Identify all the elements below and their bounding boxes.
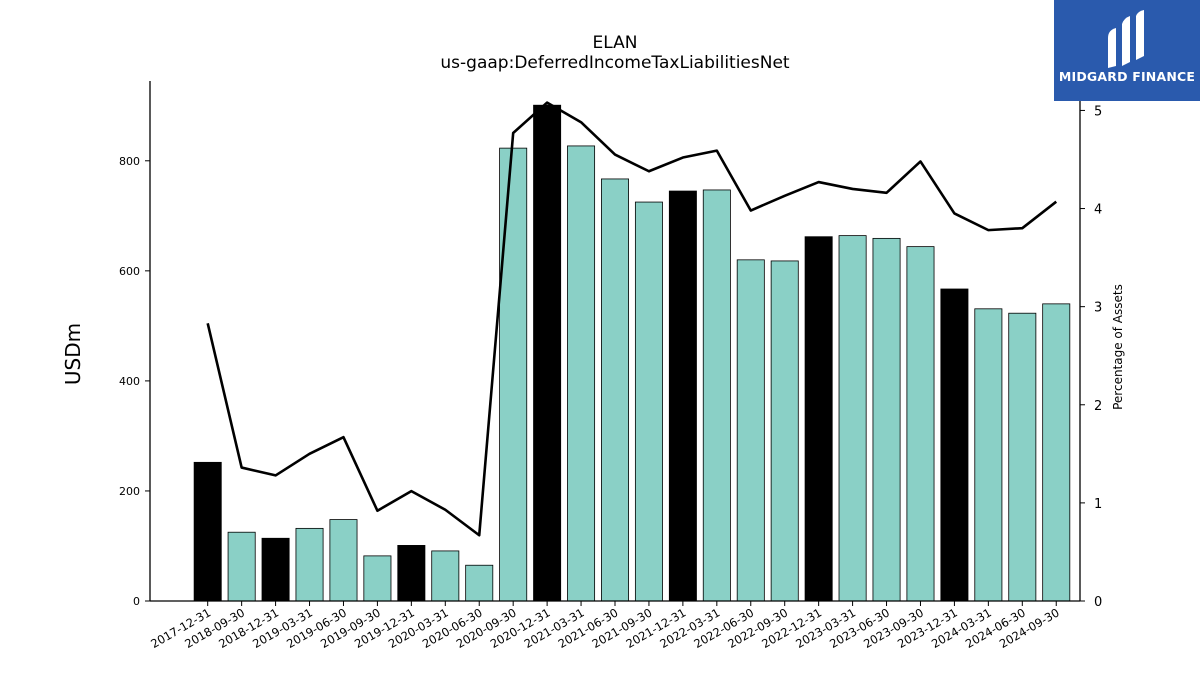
logo-text: MIDGARD FINANCE	[1058, 69, 1196, 84]
y2-tick-label: 0	[1094, 595, 1102, 610]
bar	[702, 189, 731, 602]
bar	[872, 237, 901, 602]
y2-tick-label: 5	[1094, 104, 1102, 119]
bar	[838, 235, 867, 602]
y2-tick-label: 4	[1094, 203, 1102, 218]
bar	[668, 190, 697, 602]
y-tick-label: 800	[119, 155, 140, 168]
y-axis-label-right: Percentage of Assets	[1111, 284, 1125, 410]
y2-tick-label: 2	[1094, 399, 1102, 414]
y-tick-label: 0	[133, 595, 140, 608]
bar	[329, 519, 358, 602]
bar	[770, 260, 799, 602]
bar	[601, 178, 629, 602]
bar	[397, 545, 426, 602]
brand-logo: MIDGARD FINANCE	[1054, 0, 1200, 101]
bar	[499, 147, 528, 602]
bar	[940, 288, 969, 602]
bar	[193, 461, 222, 602]
bar	[295, 527, 324, 602]
y-tick-label: 200	[119, 485, 140, 498]
percentage-line	[206, 101, 1058, 537]
bar	[634, 201, 663, 602]
y-axis-label-left: USDm	[61, 322, 85, 386]
bar	[261, 537, 290, 602]
bar	[363, 555, 392, 602]
y2-tick-label: 3	[1094, 301, 1102, 316]
bar	[906, 246, 935, 602]
bar	[567, 145, 596, 602]
bar	[736, 259, 765, 602]
y-tick-label: 600	[119, 265, 140, 278]
bar	[804, 236, 833, 602]
bar	[533, 104, 562, 602]
bar	[465, 564, 494, 602]
bar	[227, 531, 256, 602]
chart-title: ELAN	[592, 33, 638, 53]
bar	[1008, 312, 1037, 602]
y-tick-label: 400	[119, 375, 140, 388]
y2-tick-label: 1	[1094, 497, 1102, 512]
bar	[431, 550, 460, 602]
logo-mark-icon	[1108, 10, 1144, 68]
bar	[1042, 303, 1071, 602]
chart-subtitle: us-gaap:DeferredIncomeTaxLiabilitiesNet	[440, 53, 790, 73]
bar	[974, 308, 1003, 602]
